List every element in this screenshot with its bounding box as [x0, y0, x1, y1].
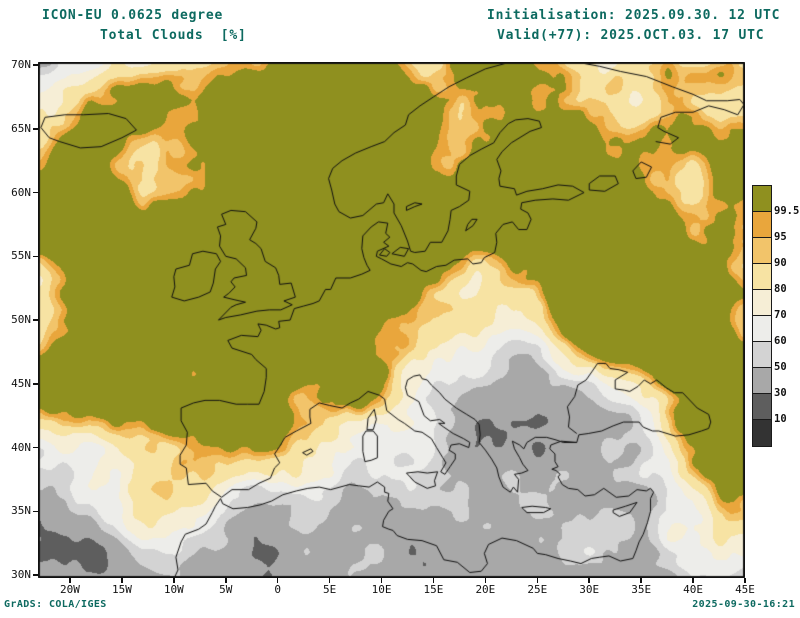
colorbar	[752, 185, 772, 447]
colorbar-tick-label: 60	[774, 335, 787, 347]
x-axis-tick	[380, 578, 383, 583]
x-axis-tick-label: 10E	[371, 583, 392, 596]
colorbar-tick-label: 90	[774, 257, 787, 269]
x-axis-tick-label: 40E	[683, 583, 704, 596]
y-axis-tick-label: 55N	[11, 249, 31, 263]
x-axis-tick	[432, 578, 435, 583]
y-axis-tick	[33, 510, 38, 513]
colorbar-segment	[753, 290, 771, 316]
x-axis-tick-label: 30E	[579, 583, 600, 596]
y-axis-tick	[33, 64, 38, 66]
x-axis-tick	[536, 578, 539, 583]
x-axis-tick-label: 45E	[735, 583, 755, 596]
y-axis-tick	[33, 319, 38, 321]
x-axis-tick-label: 5W	[219, 583, 233, 596]
variable-title: Total Clouds [%]	[100, 28, 247, 43]
y-axis-tick	[33, 255, 38, 258]
x-axis-tick	[588, 578, 590, 583]
colorbar-segment	[753, 342, 771, 368]
x-axis-tick	[225, 578, 227, 583]
x-axis-tick	[121, 578, 123, 583]
colorbar-segment	[753, 368, 771, 394]
colorbar-segment	[753, 186, 771, 212]
x-axis-tick-label: 0	[274, 583, 281, 596]
x-axis-tick-label: 25E	[527, 583, 548, 596]
y-axis-tick	[33, 191, 38, 194]
x-axis-tick	[328, 578, 331, 583]
y-axis-tick-label: 65N	[11, 121, 31, 135]
x-axis-tick	[484, 578, 487, 583]
colorbar-segment	[753, 394, 771, 420]
x-axis-tick	[173, 578, 175, 583]
cloud-cover-map-canvas	[38, 62, 745, 578]
x-axis-tick-label: 20E	[475, 583, 496, 596]
x-axis-tick	[692, 578, 694, 583]
x-axis-tick-label: 35E	[631, 583, 652, 596]
x-axis-tick-label: 15W	[111, 583, 132, 596]
grads-credit: GrADS: COLA/IGES	[4, 599, 107, 610]
x-axis-tick-label: 15E	[423, 583, 444, 596]
colorbar-segment	[753, 316, 771, 342]
x-axis-tick	[69, 578, 71, 583]
y-axis-tick-label: 70N	[11, 58, 31, 72]
y-axis-tick	[33, 383, 38, 385]
y-axis-tick-label: 35N	[11, 504, 31, 518]
colorbar-tick-label: 70	[774, 309, 787, 321]
colorbar-tick-label: 50	[774, 361, 787, 373]
model-title: ICON-EU 0.0625 degree	[42, 8, 224, 23]
x-axis-tick-label: 5E	[322, 583, 337, 596]
x-axis-tick-label: 10W	[163, 583, 184, 596]
y-axis-tick	[33, 446, 38, 449]
y-axis-tick-label: 60N	[11, 185, 31, 199]
colorbar-segment	[753, 420, 771, 446]
valid-time: Valid(+77): 2025.OCT.03. 17 UTC	[497, 28, 765, 43]
y-axis-tick-label: 50N	[11, 313, 31, 327]
y-axis-tick-label: 45N	[11, 376, 31, 390]
colorbar-segment	[753, 264, 771, 290]
y-axis-tick	[33, 574, 38, 576]
x-axis-tick	[640, 578, 642, 583]
x-axis-tick	[744, 578, 746, 583]
y-axis-tick-label: 30N	[11, 568, 31, 582]
x-axis-tick	[276, 578, 279, 583]
initialisation-time: Initialisation: 2025.09.30. 12 UTC	[487, 8, 781, 23]
y-axis-tick	[33, 128, 38, 130]
colorbar-segment	[753, 238, 771, 264]
y-axis-tick-label: 40N	[11, 440, 31, 454]
x-axis-tick-label: 20W	[60, 583, 80, 596]
map-frame	[38, 62, 745, 578]
colorbar-tick-label: 80	[774, 283, 787, 295]
colorbar-tick-label: 30	[774, 387, 787, 399]
colorbar-tick-label: 10	[774, 413, 787, 425]
colorbar-segment	[753, 212, 771, 238]
colorbar-tick-label: 99.5	[774, 205, 800, 217]
colorbar-tick-label: 95	[774, 231, 787, 243]
creation-timestamp: 2025-09-30-16:21	[692, 599, 795, 610]
